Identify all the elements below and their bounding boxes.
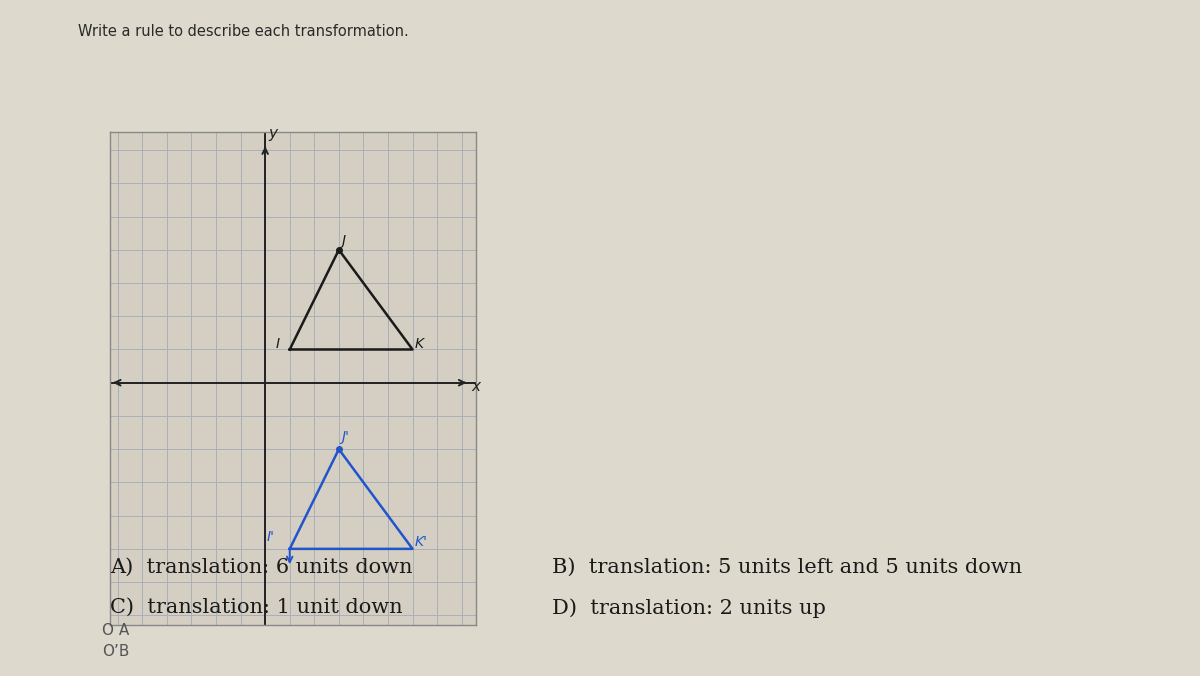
Text: K': K' (415, 535, 428, 548)
Text: A)  translation: 6 units down: A) translation: 6 units down (110, 558, 413, 577)
Text: J: J (341, 234, 346, 248)
Text: C)  translation: 1 unit down: C) translation: 1 unit down (110, 598, 403, 617)
Text: x: x (472, 379, 480, 394)
Text: I': I' (266, 529, 275, 544)
Text: OʼB: OʼB (102, 644, 130, 658)
Text: Write a rule to describe each transformation.: Write a rule to describe each transforma… (78, 24, 409, 39)
Text: K: K (415, 337, 424, 351)
Text: y: y (269, 126, 278, 141)
Text: O A: O A (102, 623, 130, 638)
Text: B)  translation: 5 units left and 5 units down: B) translation: 5 units left and 5 units… (552, 558, 1022, 577)
Text: I: I (276, 337, 280, 351)
Text: D)  translation: 2 units up: D) translation: 2 units up (552, 598, 826, 618)
Text: J': J' (341, 430, 349, 444)
